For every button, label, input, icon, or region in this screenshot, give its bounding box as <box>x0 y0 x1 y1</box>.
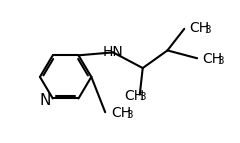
Text: CH: CH <box>124 89 144 103</box>
Text: CH: CH <box>189 21 209 35</box>
Text: CH: CH <box>202 52 222 66</box>
Text: 3: 3 <box>139 93 145 103</box>
Text: HN: HN <box>103 45 123 59</box>
Text: CH: CH <box>111 106 131 120</box>
Text: N: N <box>39 93 51 108</box>
Text: 3: 3 <box>126 110 132 120</box>
Text: 3: 3 <box>217 56 223 66</box>
Text: 3: 3 <box>204 25 211 35</box>
